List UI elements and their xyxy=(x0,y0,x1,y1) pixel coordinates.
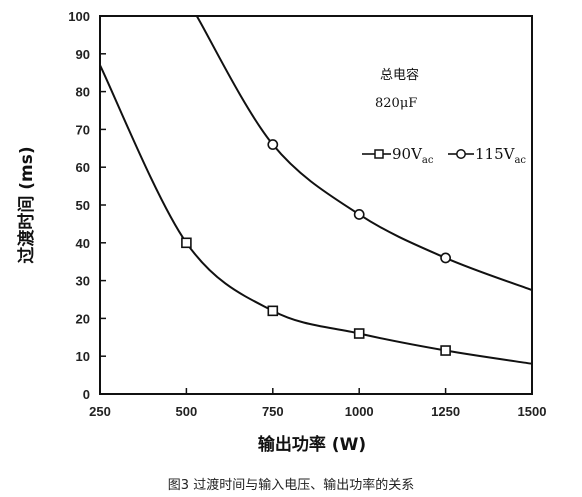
y-tick-label-40: 40 xyxy=(76,236,90,251)
legend-115vac-marker xyxy=(456,149,466,159)
annotation-line-2: 820μF xyxy=(375,96,417,111)
x-tick-label-1250: 1250 xyxy=(431,404,460,419)
x-tick-label-500: 500 xyxy=(176,404,198,419)
x-axis-ticks: 250 500 750 1000 1250 1500 xyxy=(89,388,546,419)
y-tick-label-50: 50 xyxy=(76,198,90,213)
point-90vac-1250 xyxy=(440,345,451,356)
point-115vac-750 xyxy=(267,139,279,150)
x-tick-label-750: 750 xyxy=(262,404,284,419)
y-tick-label-60: 60 xyxy=(76,160,90,175)
x-axis-title: 输出功率 (W) xyxy=(258,434,366,455)
y-tick-label-90: 90 xyxy=(76,47,90,62)
legend-90vac-marker xyxy=(374,149,384,159)
point-115vac-1000 xyxy=(353,209,365,220)
point-115vac-1250 xyxy=(440,252,451,264)
y-tick-label-70: 70 xyxy=(76,122,90,137)
x-tick-label-250: 250 xyxy=(89,404,111,419)
y-axis-ticks: 0 10 20 30 40 50 60 70 80 90 100 xyxy=(68,9,106,402)
legend: 90Vac 115Vac xyxy=(362,145,526,166)
legend-115vac-label: 115Vac xyxy=(475,145,526,166)
legend-90vac-label: 90Vac xyxy=(392,145,434,166)
y-tick-label-80: 80 xyxy=(76,85,90,100)
series-line-115vac xyxy=(195,15,533,291)
y-axis-title: 过渡时间 (ms) xyxy=(16,146,37,263)
y-tick-label-20: 20 xyxy=(76,311,90,326)
y-tick-label-100: 100 xyxy=(68,9,90,24)
series-layer xyxy=(99,15,533,365)
y-tick-label-10: 10 xyxy=(76,349,90,364)
x-tick-label-1000: 1000 xyxy=(345,404,374,419)
y-tick-label-30: 30 xyxy=(76,274,90,289)
y-tick-label-0: 0 xyxy=(83,387,90,402)
annotation-line-1: 总电容 xyxy=(380,67,419,83)
chart-canvas: 0 10 20 30 40 50 60 70 80 90 100 250 500 750 1000 1250… xyxy=(16,9,546,455)
x-tick-label-1500: 1500 xyxy=(518,404,547,419)
point-90vac-500 xyxy=(181,237,192,249)
series-line-90vac xyxy=(99,64,533,365)
point-90vac-1000 xyxy=(353,328,365,339)
point-90vac-750 xyxy=(267,305,279,317)
figure-caption: 图3 过渡时间与输入电压、输出功率的关系 xyxy=(167,478,415,493)
